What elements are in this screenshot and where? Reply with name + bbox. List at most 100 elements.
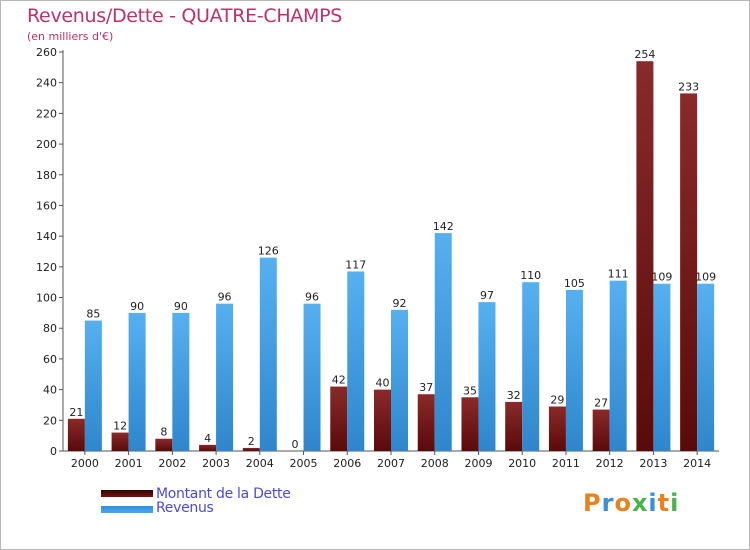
- bar-revenus: [697, 283, 715, 451]
- chart-subtitle: (en milliers d'€): [27, 30, 114, 43]
- y-tick-label: 160: [36, 199, 57, 212]
- bar-dette: [461, 397, 479, 451]
- logo-letter: r: [601, 489, 615, 517]
- bar-revenus: [259, 257, 277, 451]
- data-label: 27: [594, 397, 608, 410]
- bar-revenus: [434, 233, 452, 451]
- data-label: 117: [345, 258, 366, 271]
- data-labels: 21 85 12 90 8 90 4 96 2 126 0 96 42 117 40 92 37 142 35 97 3…: [69, 48, 716, 451]
- bar-revenus: [478, 302, 496, 451]
- x-tick-label: 2000: [71, 457, 99, 470]
- x-tick-label: 2006: [333, 457, 361, 470]
- bar-revenus: [347, 271, 365, 451]
- x-tick-label: 2008: [421, 457, 449, 470]
- data-label: 92: [393, 297, 407, 310]
- x-tick-label: 2010: [508, 457, 536, 470]
- data-label: 2: [248, 435, 255, 448]
- bar-revenus: [522, 282, 540, 451]
- data-label: 96: [218, 291, 232, 304]
- bar-dette: [636, 61, 654, 451]
- bar-dette: [592, 409, 610, 451]
- bar-dette: [111, 432, 129, 451]
- data-label: 85: [86, 308, 100, 321]
- chart-title: Revenus/Dette - QUATRE-CHAMPS: [27, 5, 343, 27]
- bar-dette: [330, 386, 348, 451]
- data-label: 90: [130, 300, 144, 313]
- bar-dette: [417, 394, 435, 451]
- logo-letter: P: [583, 489, 602, 517]
- x-tick-label: 2004: [246, 457, 274, 470]
- x-tick-label: 2005: [290, 457, 318, 470]
- data-label: 40: [376, 377, 390, 390]
- x-tick-label: 2003: [202, 457, 230, 470]
- data-label: 254: [634, 48, 655, 61]
- logo-letter: i: [648, 489, 658, 517]
- data-label: 110: [520, 269, 541, 282]
- x-tick-label: 2013: [639, 457, 667, 470]
- bar-revenus: [216, 303, 234, 451]
- data-label: 126: [258, 245, 279, 258]
- bar-dette: [199, 444, 217, 451]
- bar-revenus: [303, 303, 321, 451]
- legend-swatch-dette: [101, 490, 153, 497]
- bars: [67, 61, 715, 451]
- y-tick-label: 20: [43, 414, 57, 427]
- bar-revenus: [84, 320, 102, 451]
- y-tick-label: 100: [36, 292, 57, 305]
- bar-dette: [374, 389, 391, 451]
- bar-revenus: [391, 309, 408, 451]
- bar-revenus: [609, 280, 627, 451]
- legend-label-dette: Montant de la Dette: [156, 486, 291, 502]
- data-label: 105: [564, 277, 585, 290]
- y-tick-label: 0: [50, 445, 57, 458]
- data-label: 37: [419, 381, 433, 394]
- logo-letter: x: [631, 489, 649, 517]
- bar-revenus: [565, 289, 583, 451]
- legend-swatch-revenus: [101, 506, 153, 513]
- proxiti-logo: Proxiti: [583, 489, 679, 517]
- data-label: 35: [463, 384, 477, 397]
- logo-letter: i: [670, 489, 680, 517]
- y-tick-label: 240: [36, 77, 57, 90]
- bar-dette: [67, 418, 85, 451]
- data-label: 21: [69, 406, 83, 419]
- logo-letter: t: [657, 489, 671, 517]
- data-label: 142: [433, 220, 454, 233]
- logo-letter: o: [614, 489, 632, 517]
- data-label: 0: [292, 438, 299, 451]
- x-tick-label: 2014: [683, 457, 711, 470]
- bar-dette: [155, 438, 173, 451]
- y-tick-label: 140: [36, 230, 57, 243]
- x-tick-label: 2012: [596, 457, 624, 470]
- data-label: 32: [507, 389, 521, 402]
- x-tick-label: 2001: [115, 457, 143, 470]
- y-tick-label: 200: [36, 138, 57, 151]
- x-tick-label: 2011: [552, 457, 580, 470]
- bar-dette: [242, 447, 260, 451]
- bar-dette: [680, 93, 698, 451]
- data-label: 233: [678, 80, 699, 93]
- x-tick-label: 2002: [158, 457, 186, 470]
- data-label: 109: [695, 271, 716, 284]
- bar-revenus: [653, 283, 671, 451]
- bar-revenus: [128, 312, 146, 451]
- y-tick-label: 60: [43, 353, 57, 366]
- data-label: 90: [174, 300, 188, 313]
- bar-revenus: [172, 312, 190, 451]
- data-label: 12: [113, 420, 127, 433]
- data-label: 96: [305, 291, 319, 304]
- bar-dette: [505, 401, 523, 451]
- data-label: 8: [160, 426, 167, 439]
- bar-dette: [548, 406, 566, 451]
- y-tick-label: 220: [36, 107, 57, 120]
- y-tick-label: 80: [43, 322, 57, 335]
- data-label: 4: [204, 432, 211, 445]
- y-tick-label: 180: [36, 169, 57, 182]
- legend-label-revenus: Revenus: [156, 500, 214, 516]
- y-tick-label: 120: [36, 261, 57, 274]
- y-tick-label: 40: [43, 384, 57, 397]
- data-label: 29: [550, 393, 564, 406]
- y-tick-label: 260: [36, 46, 57, 59]
